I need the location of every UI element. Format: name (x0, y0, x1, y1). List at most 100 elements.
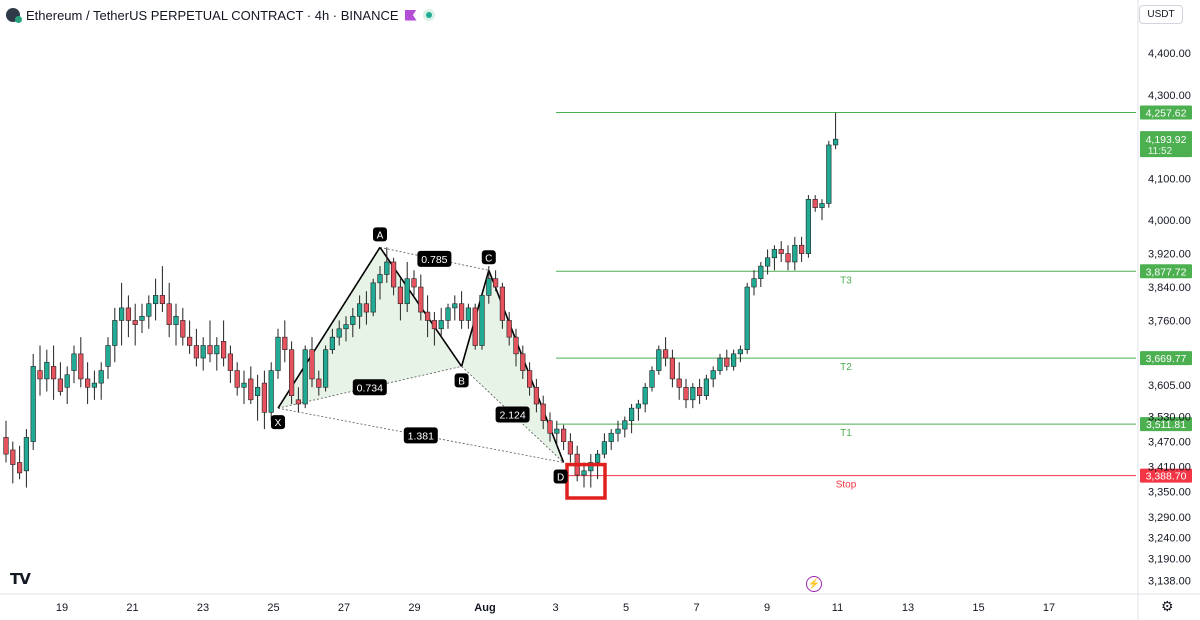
x-tick-label: 3 (552, 602, 558, 614)
y-tick-label: 3,920.00 (1148, 249, 1191, 261)
lightning-icon[interactable]: ⚡ (806, 576, 822, 592)
candle-up (479, 295, 485, 346)
level-price-tag-text: 3,388.70 (1146, 471, 1187, 483)
candle-up (730, 353, 737, 367)
candle-up (214, 345, 220, 355)
ratio-label: 1.381 (408, 430, 434, 442)
candle-up (30, 366, 36, 442)
ratio-badge (352, 379, 387, 396)
candle-down (50, 366, 57, 380)
candle-down (472, 307, 478, 346)
candle-down (363, 303, 370, 313)
candle-down (431, 320, 438, 330)
candle-down (166, 303, 172, 325)
flag-icon[interactable] (404, 9, 417, 21)
pattern-point-label: X (275, 418, 282, 429)
last-price-text: 4,193.92 (1146, 134, 1187, 146)
y-tick-label: 3,470.00 (1148, 437, 1191, 449)
candle-down (3, 437, 9, 455)
candle-up (91, 382, 97, 388)
candle-up (112, 320, 118, 346)
y-tick-label: 3,240.00 (1148, 533, 1191, 545)
candle-up (826, 144, 832, 204)
candle-up (200, 345, 206, 359)
pattern-point-badge (481, 250, 496, 265)
candle-up (322, 349, 329, 388)
pattern-point-badge (271, 415, 285, 430)
candle-up (622, 420, 628, 430)
candle-up (737, 349, 743, 355)
candle-up (146, 303, 152, 317)
y-tick-label: 3,138.00 (1148, 575, 1191, 587)
candle-down (10, 449, 16, 465)
candle-up (656, 349, 662, 371)
x-tick-label: 19 (56, 602, 68, 614)
candle-down (316, 378, 322, 388)
candle-down (778, 249, 784, 254)
candle-up (744, 286, 750, 350)
level-label: Stop (836, 480, 857, 491)
ratio-label: 0.734 (357, 382, 383, 394)
tradingview-logo-icon[interactable]: TV (10, 570, 31, 588)
pattern-ratio-line-XB (277, 366, 462, 409)
y-tick-label: 4,400.00 (1148, 48, 1191, 60)
candle-up (628, 407, 635, 422)
level-price-tag-text: 4,257.62 (1146, 108, 1187, 120)
candle-down (261, 382, 268, 413)
level-label: T2 (840, 362, 852, 373)
candle-up (275, 336, 281, 371)
candle-up (71, 353, 77, 371)
pattern-point-badge (373, 227, 387, 242)
candle-down (547, 420, 553, 434)
gear-icon[interactable]: ⚙ (1161, 598, 1174, 614)
candle-up (792, 244, 798, 263)
candle-up (615, 428, 621, 434)
ratio-badge (417, 250, 452, 267)
pattern-point-label: B (458, 376, 465, 387)
candle-up (465, 307, 472, 321)
y-tick-label: 3,190.00 (1148, 554, 1191, 566)
x-tick-label: 29 (408, 602, 420, 614)
candle-up (153, 295, 159, 305)
symbol-title[interactable]: Ethereum / TetherUS PERPETUAL CONTRACT ·… (26, 7, 399, 23)
candle-down (520, 353, 526, 371)
candle-up (486, 278, 492, 296)
x-tick-label: 15 (972, 602, 984, 614)
pattern-fill-bcd (461, 270, 564, 463)
level-price-tag-text: 3,669.77 (1146, 353, 1187, 365)
ratio-badge (495, 406, 530, 423)
candle-up (139, 315, 145, 321)
candle-down (288, 349, 295, 396)
candle-down (193, 345, 200, 359)
level-label: T1 (840, 428, 852, 439)
ratio-label: 2.124 (499, 409, 525, 421)
candle-up (241, 382, 247, 388)
x-tick-label: 7 (693, 602, 699, 614)
candle-up (758, 265, 764, 279)
candle-down (724, 357, 730, 367)
candle-down (785, 253, 791, 263)
candle-up (751, 278, 757, 288)
candle-up (119, 307, 125, 321)
y-tick-label: 3,840.00 (1148, 282, 1191, 294)
candle-up (642, 386, 648, 405)
currency-selector[interactable]: USDT (1139, 5, 1183, 24)
candle-up (105, 345, 111, 367)
level-price-tag (1140, 105, 1192, 120)
level-price-tag (1140, 417, 1192, 432)
candle-down (397, 286, 404, 305)
x-tick-label: 13 (902, 602, 914, 614)
candle-down (540, 403, 546, 422)
candle-up (764, 257, 771, 267)
candle-up (805, 198, 811, 254)
candle-down (85, 378, 91, 388)
y-tick-label: 3,760.00 (1148, 315, 1191, 327)
candle-up (404, 278, 410, 305)
candle-down (16, 462, 23, 474)
pattern-leg-XA (277, 246, 381, 409)
y-tick-label: 3,605.00 (1148, 380, 1191, 392)
candle-up (710, 370, 716, 380)
market-status-icon[interactable] (422, 9, 435, 21)
eth-usdt-logo-icon (6, 8, 22, 23)
